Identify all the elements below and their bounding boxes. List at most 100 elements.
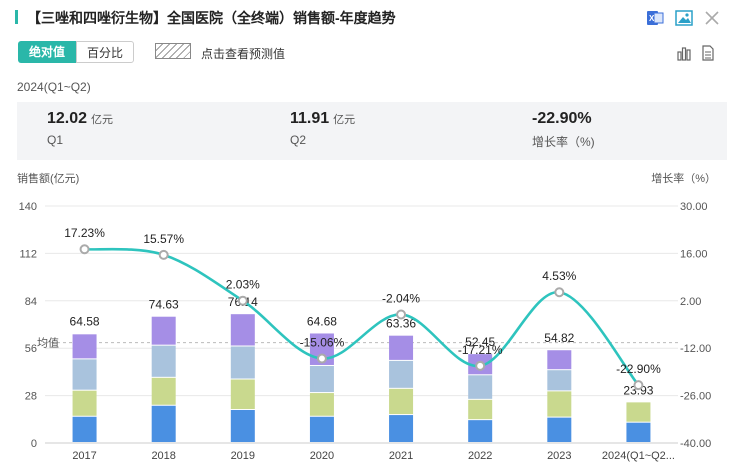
page-title: 【三唑和四唑衍生物】全国医院（全终端）销售额-年度趋势 [27, 10, 396, 26]
bar-segment [468, 399, 493, 420]
bar-segment [72, 390, 97, 416]
stat-unit: 亿元 [333, 114, 356, 126]
growth-label: 4.53% [542, 269, 576, 283]
bar-segment [389, 335, 414, 360]
growth-label: -17.21% [458, 343, 503, 357]
bar-segment [389, 388, 414, 415]
growth-label: 15.57% [143, 232, 184, 246]
bar-segment [230, 314, 255, 346]
y-tick-label: 28 [25, 391, 37, 403]
excel-icon[interactable]: X [646, 9, 664, 27]
stat-value: 11.91 [290, 110, 330, 127]
stat-label: Q2 [290, 133, 307, 147]
y-tick-label: 112 [19, 248, 37, 260]
bar-segment [230, 379, 255, 409]
stat-growth: -22.90% 增长率（%) [532, 110, 596, 150]
bar-segment [468, 420, 493, 442]
bar-segment [72, 359, 97, 390]
close-icon[interactable] [703, 9, 721, 27]
stat-q1: 12.02 亿元 Q1 [47, 110, 113, 147]
bar-total-label: 63.36 [386, 317, 416, 331]
bar-segment [230, 346, 255, 379]
x-tick-label: 2019 [231, 450, 255, 462]
bar-total-label: 23.93 [623, 383, 653, 397]
growth-point [633, 380, 644, 391]
average-label: 均值 [37, 337, 59, 350]
bar-segment [309, 365, 334, 393]
table-icon[interactable] [699, 44, 717, 62]
stat-value: 12.02 [47, 110, 88, 127]
y2-tick-label: 2.00 [680, 296, 701, 308]
x-tick-label: 2024(Q1~Q2... [602, 450, 675, 462]
bar-segment [309, 393, 334, 416]
stat-value: -22.90% [532, 110, 592, 127]
x-tick-label: 2017 [72, 450, 96, 462]
stat-label: 增长率（%) [532, 135, 595, 149]
bar-segment [626, 402, 651, 422]
absolute-value-toggle[interactable]: 绝对值 [18, 41, 76, 63]
percentage-toggle[interactable]: 百分比 [76, 41, 134, 63]
forecast-toggle-label[interactable]: 点击查看预测值 [201, 47, 286, 61]
y-tick-label: 84 [25, 296, 37, 308]
sales-trend-chart: 销售额(亿元) 增长率（%） 0 -40.00 28 -26.00 56 -12.00 84 2.… [17, 171, 716, 462]
bar-segment [547, 350, 572, 370]
y2-tick-label: 30.00 [680, 201, 708, 213]
bar-segment [468, 375, 493, 399]
bar-segment [72, 416, 97, 442]
y-axis-title: 销售额(亿元) [17, 171, 79, 185]
x-tick-label: 2018 [151, 450, 175, 462]
growth-label: -22.90% [616, 362, 661, 376]
x-tick-label: 2020 [310, 450, 334, 462]
growth-point [475, 360, 486, 371]
bar-chart-icon[interactable] [675, 44, 693, 62]
period-label: 2024(Q1~Q2) [17, 80, 91, 94]
growth-label: 17.23% [64, 226, 105, 240]
bar-segment [151, 377, 176, 405]
bar-total-label: 54.82 [544, 331, 574, 345]
x-tick-label: 2023 [547, 450, 571, 462]
y-tick-label: 0 [31, 438, 37, 450]
growth-point [79, 244, 90, 255]
growth-point [316, 353, 327, 364]
y2-tick-label: -12.00 [680, 343, 711, 355]
title-bar: 【三唑和四唑衍生物】全国医院（全终端）销售额-年度趋势 [15, 6, 715, 30]
bar-segment [309, 416, 334, 442]
growth-point [158, 249, 169, 260]
y2-tick-label: 16.00 [680, 248, 708, 260]
title-accent-bar [15, 10, 18, 24]
growth-point [237, 295, 248, 306]
bar-segment [151, 345, 176, 377]
bar-segment [547, 417, 572, 442]
stat-label: Q1 [47, 133, 64, 147]
bar-total-label: 64.68 [307, 315, 337, 329]
bar-segment [151, 316, 176, 345]
growth-label: 2.03% [226, 278, 260, 292]
bar-segment [151, 405, 176, 442]
stat-q2: 11.91 亿元 Q2 [290, 110, 355, 147]
forecast-pattern-icon[interactable] [155, 43, 191, 59]
bar-segment [72, 334, 97, 359]
stats-panel: 12.02 亿元 Q1 11.91 亿元 Q2 -22.90% 增长率（%) [17, 102, 727, 160]
image-icon[interactable] [675, 9, 693, 27]
bar-segment [389, 415, 414, 442]
bar-total-label: 74.63 [149, 298, 179, 312]
bar-segment [389, 360, 414, 388]
y-tick-label: 56 [25, 343, 37, 355]
growth-point [396, 309, 407, 320]
growth-label: -15.06% [300, 336, 345, 350]
growth-point [554, 287, 565, 298]
y2-tick-label: -40.00 [680, 438, 711, 450]
bar-segment [230, 409, 255, 442]
bar-segment [547, 370, 572, 391]
y2-axis-title: 增长率（%） [651, 171, 716, 185]
x-tick-label: 2021 [389, 450, 413, 462]
y2-tick-label: -26.00 [680, 391, 711, 403]
bar-total-label: 52.45 [465, 335, 495, 349]
stat-unit: 亿元 [91, 114, 114, 126]
bar-total-label: 64.58 [70, 315, 100, 329]
bar-segment [626, 422, 651, 442]
bar-segment [547, 391, 572, 417]
growth-label: -2.04% [382, 291, 420, 305]
svg-text:X: X [649, 14, 655, 23]
x-tick-label: 2022 [468, 450, 492, 462]
